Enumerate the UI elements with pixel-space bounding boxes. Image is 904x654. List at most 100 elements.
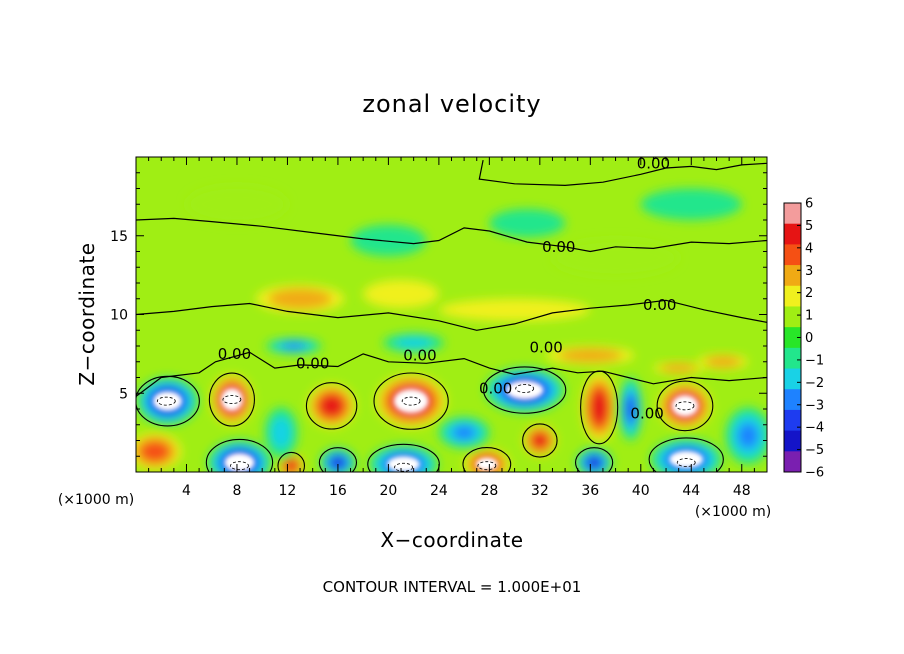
velocity-cell (265, 338, 322, 354)
velocity-cell (546, 346, 635, 365)
velocity-cell (383, 333, 444, 353)
x-tick-label: 44 (682, 483, 700, 499)
colorbar-tick-label: 0 (805, 331, 813, 346)
colorbar-tick-label: 2 (805, 286, 813, 301)
colorbar-swatch (784, 223, 801, 245)
colorbar-tick-label: −6 (805, 466, 824, 481)
colorbar-swatch (784, 368, 801, 390)
velocity-cell (653, 361, 704, 375)
contour-loop (575, 447, 614, 472)
contour-loop (522, 423, 558, 458)
contour-core-loop (230, 461, 249, 471)
y-axis-label: Z−coordinate (75, 242, 99, 385)
colorbar-tick-label: −2 (805, 376, 824, 391)
contour-core-loop (394, 462, 413, 472)
colorbar-tick-label: 5 (805, 219, 813, 234)
contour-loop (318, 447, 358, 472)
x-tick-label: 28 (480, 483, 498, 499)
contour-label: 0.00 (630, 405, 663, 423)
contour-line (136, 217, 767, 253)
contour-loop (580, 370, 619, 445)
colorbar-swatch (784, 451, 801, 473)
y-tick-label: 10 (110, 308, 128, 324)
extreme-core (387, 456, 420, 472)
contour-label: 0.00 (529, 339, 562, 357)
colorbar-swatch (784, 347, 801, 370)
colorbar-swatch (784, 430, 801, 452)
contour-loop (205, 438, 274, 472)
contour-loop (373, 372, 449, 430)
contour-line (136, 299, 767, 331)
extreme-core (224, 453, 255, 472)
contour-core-loop (156, 396, 176, 406)
contour-label: 0.00 (479, 380, 512, 398)
x-unit-label: (×1000 m) (695, 504, 771, 520)
extreme-core (221, 388, 243, 411)
contour-labels: 0.00 0.00 0.00 0.00 0.00 0.00 0.00 0.00 0.00 (218, 154, 677, 422)
velocity-cell (320, 448, 356, 472)
x-tick-label: 12 (279, 483, 297, 499)
velocity-cell (264, 407, 298, 458)
x-tick-label: 40 (632, 483, 650, 499)
contour-label: 0.00 (218, 345, 251, 363)
colorbar-tick-label: −1 (805, 353, 824, 368)
contour-label: 0.00 (637, 154, 670, 172)
x-axis-ticks: 4 8 12 16 20 24 28 32 36 40 44 48 (148, 157, 755, 499)
colorbar-tick-label: −3 (805, 398, 824, 413)
velocity-cell (363, 279, 439, 309)
velocity-cell (697, 353, 749, 370)
velocity-cell (255, 284, 345, 313)
contour-core-loop (222, 395, 242, 404)
velocity-cell (581, 372, 617, 443)
velocity-cell (640, 188, 742, 220)
colorbar-swatch (784, 389, 801, 411)
colorbar-swatch (784, 203, 801, 225)
extreme-core (475, 457, 498, 471)
colorbar: 6 5 4 3 2 1 0 −1 −2 −3 −4 −5 −6 (783, 197, 824, 481)
plot-field (136, 157, 767, 472)
colorbar-swatch (784, 409, 801, 432)
x-tick-label: 20 (379, 483, 397, 499)
colorbar-tick-label: −4 (805, 421, 824, 436)
velocity-cell (350, 224, 427, 257)
contour-loop (277, 451, 306, 472)
x-tick-label: 24 (430, 483, 448, 499)
contour-loop (483, 366, 567, 414)
extreme-core (153, 391, 183, 412)
contour-label: 0.00 (403, 346, 436, 364)
colorbar-swatch (784, 306, 801, 328)
velocity-cell (725, 407, 767, 465)
x-tick-label: 16 (329, 483, 347, 499)
velocity-cell (136, 432, 182, 471)
contour-loop (462, 447, 512, 472)
extreme-cores (153, 380, 704, 472)
colorbar-tick-label: 4 (805, 241, 813, 256)
velocity-cell (307, 383, 356, 428)
contour-interval-note: CONTOUR INTERVAL = 1.000E+01 (323, 578, 582, 596)
contour-loop (305, 382, 358, 430)
y-tick-label: 15 (110, 229, 128, 245)
extreme-core (669, 450, 704, 468)
contour-loop (136, 375, 200, 427)
contour-core-loop (477, 461, 497, 471)
velocity-cell (489, 208, 566, 238)
contour-core-loop (401, 396, 421, 406)
contour-loop (208, 372, 255, 427)
extreme-core (394, 389, 429, 413)
x-tick-label: 32 (531, 483, 549, 499)
colorbar-tick-label: 1 (805, 309, 813, 324)
contour-core-loop (515, 384, 535, 393)
y-axis-ticks: 5 10 15 (110, 172, 767, 457)
colorbar-swatch (784, 327, 801, 349)
contour-label: 0.00 (542, 238, 575, 256)
contour-loop (656, 380, 714, 432)
x-tick-label: 8 (232, 483, 241, 499)
colorbar-swatch (784, 265, 801, 287)
y-tick-label: 5 (119, 386, 128, 402)
contour-core-loop (676, 458, 696, 467)
x-tick-label: 36 (581, 483, 599, 499)
colorbar-tick-label: −5 (805, 443, 824, 458)
contour-core-loop (675, 401, 695, 411)
velocity-cell (619, 377, 643, 441)
extreme-core (505, 380, 544, 400)
